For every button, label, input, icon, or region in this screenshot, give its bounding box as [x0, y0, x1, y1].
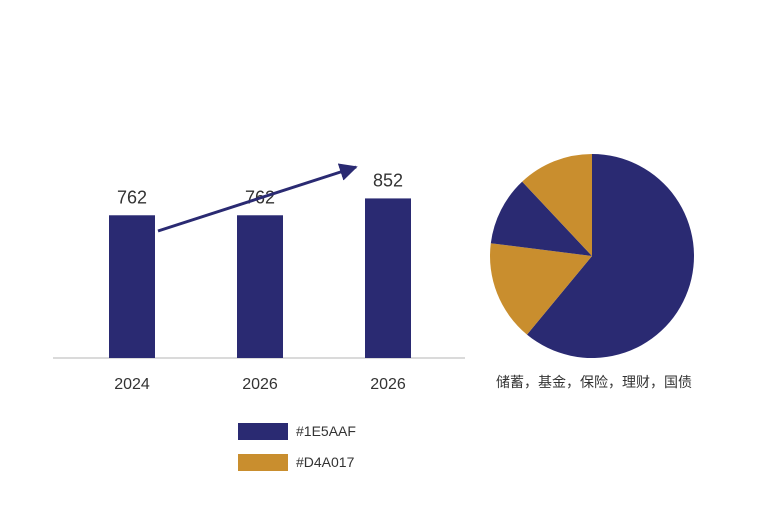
pie-slice [522, 154, 592, 256]
pie-slice [490, 181, 592, 256]
legend-swatch [238, 453, 288, 471]
data-label: 762 [117, 187, 147, 207]
bar-chart: 762202476220268522026 [53, 163, 465, 393]
legend: #1E5AAF #D4A017 [238, 420, 356, 482]
bar [237, 215, 283, 358]
pie-caption: 储蓄，基金，保险，理财，国债 [496, 375, 692, 391]
bar [109, 215, 155, 358]
legend-item: #1E5AAF [238, 420, 356, 442]
pie-slice [489, 243, 592, 335]
pie-chart [489, 154, 695, 358]
legend-swatch [238, 422, 288, 440]
legend-label: #D4A017 [296, 454, 355, 470]
x-tick-label: 2026 [242, 376, 278, 393]
x-tick-label: 2024 [114, 376, 150, 393]
pie-slice [526, 154, 695, 358]
trend-arrow [157, 163, 358, 233]
bar [365, 198, 411, 358]
legend-label: #1E5AAF [296, 423, 356, 439]
x-tick-label: 2026 [370, 376, 406, 393]
data-label: 852 [373, 170, 403, 190]
legend-item: #D4A017 [238, 451, 356, 473]
